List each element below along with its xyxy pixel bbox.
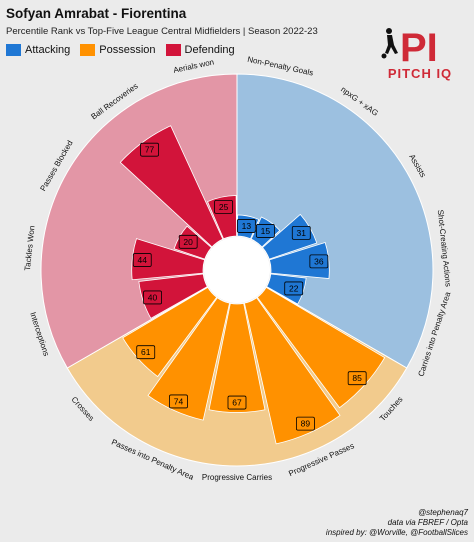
value-box-non-penalty-goals (236, 219, 256, 233)
legend-label-possession: Possession (99, 44, 156, 56)
value-label-aerials-won: 25 (219, 202, 229, 212)
legend-item-possession: Possession (80, 44, 156, 56)
pitch-iq-logo: PI (381, 26, 438, 70)
value-box-crosses (136, 345, 156, 360)
logo-text: PITCH IQ (387, 66, 453, 81)
value-box-interceptions (143, 290, 162, 305)
value-label-crosses: 61 (141, 347, 151, 357)
value-box-passes-blocked (178, 234, 198, 249)
credit-author: @stephenaq7 (418, 508, 468, 517)
legend-swatch-attacking (6, 44, 21, 56)
value-label-interceptions: 40 (148, 292, 158, 302)
category-label-aerials-won: Aerials won (173, 57, 215, 74)
value-box-touches (347, 371, 367, 386)
value-label-ball-recoveries: 77 (145, 145, 155, 155)
category-label-non-penalty-goals: Non-Penalty Goals (247, 55, 315, 78)
legend-label-defending: Defending (184, 44, 235, 56)
value-label-passes-into-penalty-area: 74 (174, 396, 184, 406)
value-label-progressive-passes: 89 (301, 419, 311, 429)
credits: @stephenaq7 data via FBREF / Opta inspir… (326, 508, 468, 538)
value-label-tackles-won: 44 (138, 255, 148, 265)
bar-passes-into-penalty-area (147, 297, 231, 421)
value-box-shot-creating-actions (309, 254, 329, 269)
value-label-touches: 85 (352, 373, 362, 383)
logo-mark: PI (400, 26, 438, 70)
value-box-aerials-won (214, 200, 233, 214)
value-label-shot-creating-actions: 36 (314, 256, 324, 266)
bar-progressive-carries (208, 302, 266, 413)
value-label-progressive-carries: 67 (232, 398, 242, 408)
value-label-carries-into-penalty-area: 22 (289, 283, 299, 293)
value-label-npxg-xag: 15 (261, 226, 271, 236)
legend-swatch-possession (80, 44, 96, 56)
bar-shot-creating-actions (268, 242, 330, 279)
bar-progressive-passes (243, 297, 341, 445)
category-label-tackles-won: Tackles Won (23, 225, 37, 271)
chart-title: Sofyan Amrabat - Fiorentina (6, 6, 187, 21)
legend-label-attacking: Attacking (25, 44, 71, 56)
bar-interceptions (138, 273, 208, 319)
value-box-assists (291, 225, 311, 240)
value-box-tackles-won (132, 253, 152, 267)
value-box-progressive-carries (227, 395, 247, 410)
value-box-npxg-xag (255, 224, 275, 238)
category-label-assists: Assists (407, 153, 427, 179)
bar-tackles-won (131, 238, 206, 281)
legend: Attacking Possession Defending (6, 44, 235, 56)
value-box-ball-recoveries (140, 142, 159, 157)
category-label-shot-creating-actions: Shot-Creating Actions (436, 209, 453, 287)
chart-subtitle: Percentile Rank vs Top-Five League Centr… (6, 26, 318, 37)
value-box-carries-into-penalty-area (284, 281, 304, 296)
legend-item-attacking: Attacking (6, 44, 70, 56)
credit-inspiration: inspired by: @Worville, @FootballSlices (325, 528, 468, 537)
legend-item-defending: Defending (165, 44, 235, 56)
value-label-assists: 31 (297, 228, 307, 238)
category-label-progressive-carries: Progressive Carries (202, 473, 272, 482)
bar-assists (261, 213, 318, 260)
credit-source: data via FBREF / Opta (387, 518, 468, 527)
soccer-player-icon (381, 28, 398, 59)
value-label-non-penalty-goals: 13 (242, 221, 252, 231)
value-box-progressive-passes (296, 416, 315, 431)
value-label-passes-blocked: 20 (183, 237, 193, 247)
value-box-passes-into-penalty-area (169, 394, 188, 409)
legend-swatch-defending (165, 44, 181, 56)
center-hole (204, 237, 270, 303)
